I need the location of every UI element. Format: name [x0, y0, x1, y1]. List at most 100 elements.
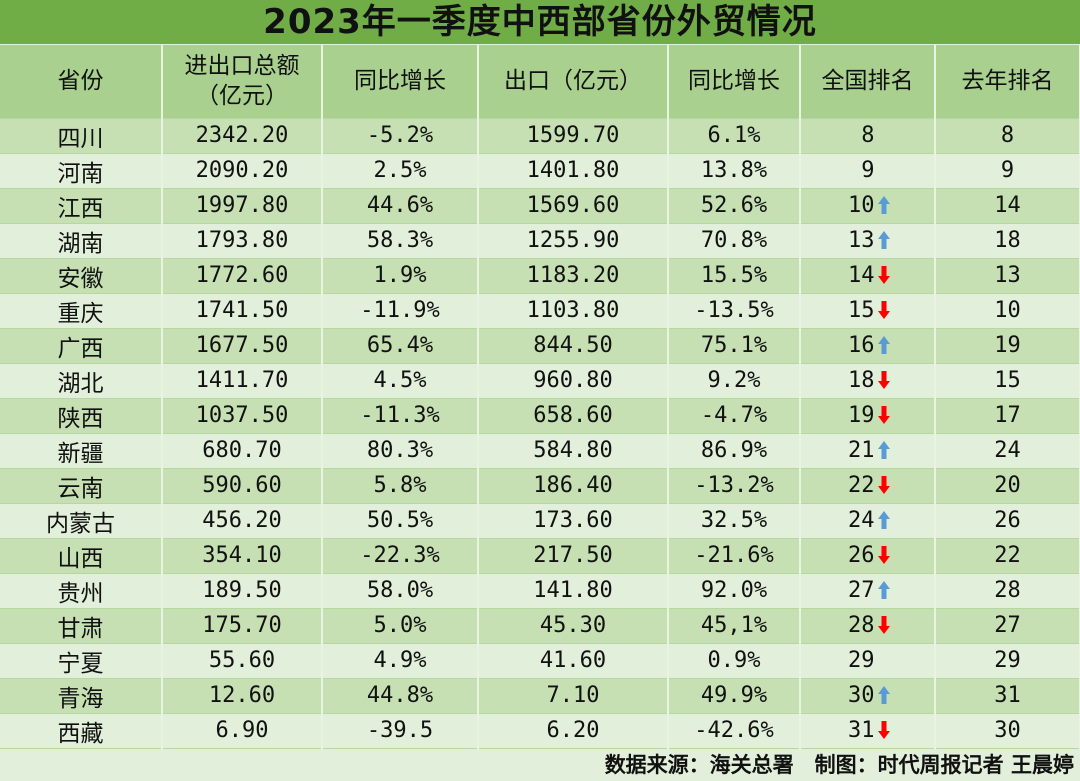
- table-row: 内蒙古 456.20 50.5% 173.60 32.5% 24 26: [0, 503, 1080, 539]
- cell-last-rank: 22: [935, 538, 1080, 574]
- cell-total-growth: 58.3%: [322, 223, 479, 259]
- cell-export-growth: 45,1%: [668, 608, 801, 644]
- cell-total: 175.70: [162, 608, 323, 644]
- cell-rank: 21: [800, 433, 936, 469]
- cell-rank: 13: [800, 223, 936, 259]
- up-arrow-icon: [877, 510, 891, 530]
- cell-total: 189.50: [162, 573, 323, 609]
- cell-export: 141.80: [478, 573, 669, 609]
- cell-last-rank: 30: [935, 713, 1080, 749]
- cell-last-rank: 15: [935, 363, 1080, 399]
- col-header-total-line2: （亿元）: [196, 83, 288, 110]
- col-header-export-growth: 同比增长: [668, 45, 801, 119]
- cell-total: 55.60: [162, 643, 323, 679]
- cell-total: 1793.80: [162, 223, 323, 259]
- cell-rank: 18: [800, 363, 936, 399]
- rank-value: 15: [848, 298, 875, 323]
- cell-total-growth: 50.5%: [322, 503, 479, 539]
- trade-table: 省份 进出口总额 （亿元） 同比增长 出口（亿元） 同比增长 全国排名 去年排名 …: [0, 45, 1080, 749]
- cell-total-growth: 44.8%: [322, 678, 479, 714]
- cell-total-growth: -39.5: [322, 713, 479, 749]
- cell-rank: 10: [800, 188, 936, 224]
- table-row: 湖北 1411.70 4.5% 960.80 9.2% 18 15: [0, 363, 1080, 399]
- cell-rank: 24: [800, 503, 936, 539]
- col-header-total-line1: 进出口总额: [184, 53, 300, 80]
- up-arrow-icon: [877, 580, 891, 600]
- down-arrow-icon: [877, 370, 891, 390]
- cell-last-rank: 19: [935, 328, 1080, 364]
- table-row: 广西 1677.50 65.4% 844.50 75.1% 16 19: [0, 328, 1080, 364]
- cell-rank: 19: [800, 398, 936, 434]
- cell-export: 7.10: [478, 678, 669, 714]
- cell-export-growth: 52.6%: [668, 188, 801, 224]
- cell-export: 45.30: [478, 608, 669, 644]
- table-row: 山西 354.10 -22.3% 217.50 -21.6% 26 22: [0, 538, 1080, 574]
- cell-total: 1411.70: [162, 363, 323, 399]
- cell-rank: 16: [800, 328, 936, 364]
- col-header-province: 省份: [0, 45, 163, 119]
- cell-total: 1997.80: [162, 188, 323, 224]
- rank-value: 26: [848, 543, 875, 568]
- cell-province: 宁夏: [0, 643, 163, 679]
- table-row: 甘肃 175.70 5.0% 45.30 45,1% 28 27: [0, 608, 1080, 644]
- table-row: 陕西 1037.50 -11.3% 658.60 -4.7% 19 17: [0, 398, 1080, 434]
- rank-value: 30: [848, 683, 875, 708]
- cell-rank: 31: [800, 713, 936, 749]
- cell-total: 1677.50: [162, 328, 323, 364]
- cell-total-growth: 5.0%: [322, 608, 479, 644]
- rank-value: 31: [848, 718, 875, 743]
- table-row: 江西 1997.80 44.6% 1569.60 52.6% 10 14: [0, 188, 1080, 224]
- cell-export: 217.50: [478, 538, 669, 574]
- cell-total-growth: 65.4%: [322, 328, 479, 364]
- cell-province: 广西: [0, 328, 163, 364]
- cell-export-growth: -4.7%: [668, 398, 801, 434]
- cell-province: 江西: [0, 188, 163, 224]
- cell-rank: 26: [800, 538, 936, 574]
- cell-export-growth: 0.9%: [668, 643, 801, 679]
- rank-value: 8: [861, 123, 875, 148]
- table-title: 2023年一季度中西部省份外贸情况: [0, 0, 1080, 45]
- cell-export: 658.60: [478, 398, 669, 434]
- down-arrow-icon: [877, 615, 891, 635]
- up-arrow-icon: [877, 685, 891, 705]
- cell-total: 456.20: [162, 503, 323, 539]
- cell-export-growth: 13.8%: [668, 153, 801, 189]
- cell-total: 2090.20: [162, 153, 323, 189]
- rank-value: 10: [848, 193, 875, 218]
- cell-last-rank: 28: [935, 573, 1080, 609]
- table-row: 云南 590.60 5.8% 186.40 -13.2% 22 20: [0, 468, 1080, 504]
- rank-value: 9: [861, 158, 875, 183]
- cell-export-growth: 15.5%: [668, 258, 801, 294]
- cell-export-growth: -21.6%: [668, 538, 801, 574]
- down-arrow-icon: [877, 720, 891, 740]
- cell-export: 186.40: [478, 468, 669, 504]
- down-arrow-icon: [877, 265, 891, 285]
- cell-last-rank: 10: [935, 293, 1080, 329]
- cell-export: 1183.20: [478, 258, 669, 294]
- rank-value: 28: [848, 613, 875, 638]
- cell-province: 西藏: [0, 713, 163, 749]
- cell-rank: 15: [800, 293, 936, 329]
- cell-total-growth: 4.9%: [322, 643, 479, 679]
- rank-value: 24: [848, 508, 875, 533]
- table-row: 贵州 189.50 58.0% 141.80 92.0% 27 28: [0, 573, 1080, 609]
- col-header-total: 进出口总额 （亿元）: [162, 45, 323, 119]
- cell-export-growth: 32.5%: [668, 503, 801, 539]
- cell-total-growth: 2.5%: [322, 153, 479, 189]
- down-arrow-icon: [877, 545, 891, 565]
- cell-province: 甘肃: [0, 608, 163, 644]
- cell-export: 960.80: [478, 363, 669, 399]
- header-row: 省份 进出口总额 （亿元） 同比增长 出口（亿元） 同比增长 全国排名 去年排名: [0, 45, 1080, 119]
- cell-total-growth: -5.2%: [322, 118, 479, 154]
- col-header-rank: 全国排名: [800, 45, 936, 119]
- cell-last-rank: 29: [935, 643, 1080, 679]
- cell-export: 1569.60: [478, 188, 669, 224]
- cell-province: 贵州: [0, 573, 163, 609]
- cell-rank: 29: [800, 643, 936, 679]
- cell-rank: 22: [800, 468, 936, 504]
- cell-total-growth: 1.9%: [322, 258, 479, 294]
- table-row: 四川 2342.20 -5.2% 1599.70 6.1% 8 8: [0, 118, 1080, 154]
- cell-last-rank: 24: [935, 433, 1080, 469]
- cell-total-growth: 5.8%: [322, 468, 479, 504]
- cell-export-growth: 86.9%: [668, 433, 801, 469]
